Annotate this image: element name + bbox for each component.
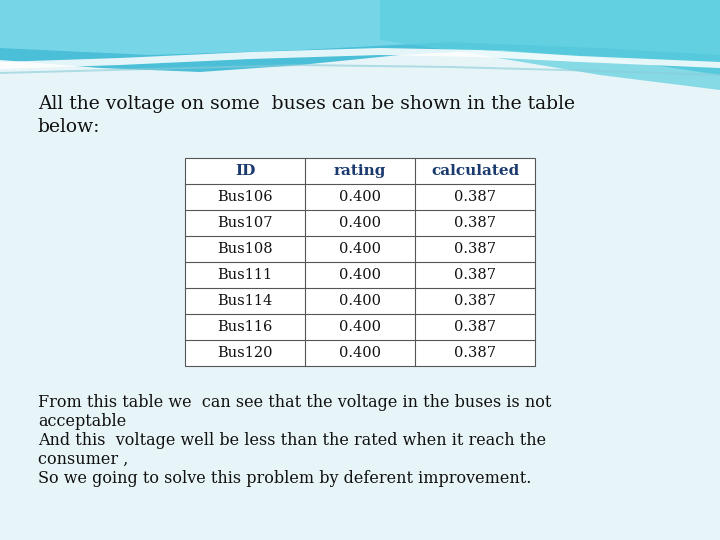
Polygon shape [380,0,720,90]
Text: Bus106: Bus106 [217,190,273,204]
Text: From this table we  can see that the voltage in the buses is not: From this table we can see that the volt… [38,394,552,411]
Text: Bus107: Bus107 [217,216,273,230]
Polygon shape [0,0,720,55]
Text: 0.400: 0.400 [339,294,381,308]
Text: rating: rating [334,164,386,178]
Text: And this  voltage well be less than the rated when it reach the: And this voltage well be less than the r… [38,432,546,449]
Text: acceptable: acceptable [38,413,126,430]
Text: 0.387: 0.387 [454,294,496,308]
Text: 0.400: 0.400 [339,190,381,204]
Text: 0.387: 0.387 [454,346,496,360]
Text: All the voltage on some  buses can be shown in the table: All the voltage on some buses can be sho… [38,95,575,113]
Text: consumer ,: consumer , [38,451,128,468]
Text: ID: ID [235,164,255,178]
Text: 0.387: 0.387 [454,320,496,334]
Text: 0.387: 0.387 [454,190,496,204]
Polygon shape [0,64,720,76]
Text: 0.387: 0.387 [454,268,496,282]
Text: 0.400: 0.400 [339,216,381,230]
Polygon shape [0,0,720,75]
Text: Bus114: Bus114 [217,294,273,308]
Text: Bus120: Bus120 [217,346,273,360]
Text: Bus108: Bus108 [217,242,273,256]
FancyBboxPatch shape [185,158,535,366]
Text: Bus111: Bus111 [217,268,273,282]
Text: Bus116: Bus116 [217,320,273,334]
Polygon shape [0,48,720,69]
Text: calculated: calculated [431,164,519,178]
Text: 0.400: 0.400 [339,242,381,256]
Text: 0.387: 0.387 [454,216,496,230]
Text: 0.400: 0.400 [339,346,381,360]
Text: 0.400: 0.400 [339,320,381,334]
Text: below:: below: [38,118,100,136]
Text: 0.387: 0.387 [454,242,496,256]
Text: 0.400: 0.400 [339,268,381,282]
Text: So we going to solve this problem by deferent improvement.: So we going to solve this problem by def… [38,470,531,487]
